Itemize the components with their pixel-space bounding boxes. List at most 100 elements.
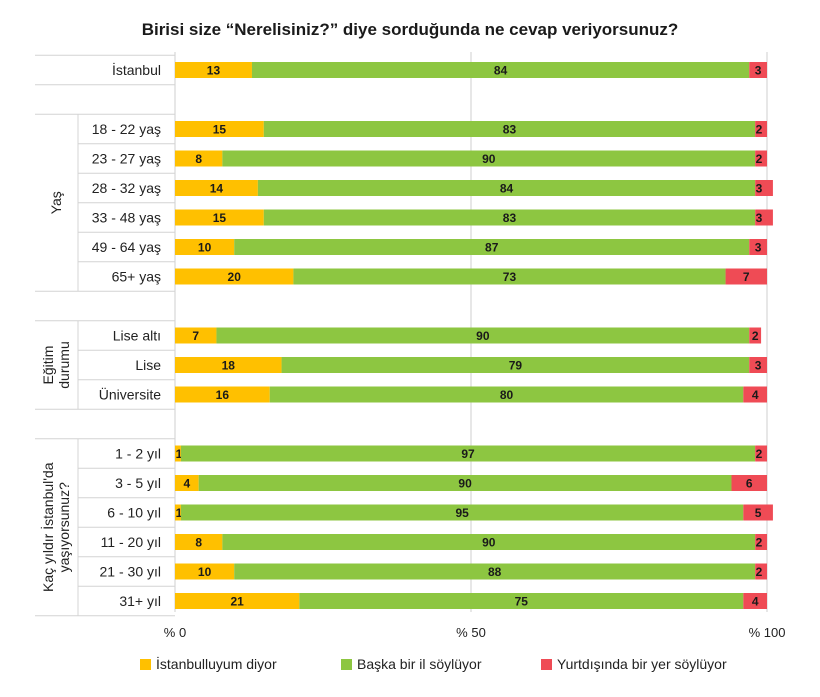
data-label: 97 — [461, 447, 475, 461]
row-label: 23 - 27 yaş — [92, 151, 161, 167]
data-label: 20 — [228, 270, 242, 284]
bar-segment-abroad — [755, 209, 773, 226]
row-label: 1 - 2 yıl — [115, 446, 161, 462]
row-label: Lise altı — [113, 328, 161, 344]
bar-segment-other-city — [281, 357, 750, 373]
data-label: 2 — [756, 152, 763, 166]
bar-segment-other-city — [198, 475, 732, 491]
data-label: 3 — [755, 359, 762, 373]
data-label: 95 — [455, 506, 469, 520]
bar-segment-abroad — [755, 445, 767, 462]
bar-segment-abroad — [755, 121, 767, 137]
bar-segment-abroad — [755, 180, 773, 196]
bar-segment-istanbul — [175, 150, 223, 167]
row-label: 6 - 10 yıl — [107, 505, 161, 521]
data-label: 87 — [485, 241, 499, 255]
data-label: 4 — [183, 477, 190, 491]
bar-segment-other-city — [299, 593, 744, 609]
data-label: 2 — [752, 329, 759, 343]
data-label: 84 — [494, 64, 508, 78]
data-label: 7 — [192, 329, 199, 343]
bar-segment-abroad — [743, 386, 767, 403]
data-label: 90 — [476, 329, 490, 343]
bar-segment-istanbul — [175, 62, 252, 78]
bar-segment-istanbul — [175, 386, 270, 403]
x-tick-label: % 50 — [456, 625, 486, 640]
legend-label: Yurtdışında bir yer söylüyor — [557, 656, 727, 672]
chart-title: Birisi size “Nerelisiniz?” diye sorduğun… — [141, 20, 679, 39]
bar-segment-other-city — [234, 563, 756, 580]
data-label: 73 — [503, 270, 517, 284]
bar-segment-other-city — [180, 504, 744, 521]
data-label: 2 — [756, 565, 763, 579]
bar-segment-other-city — [257, 180, 756, 196]
row-label: Lise — [135, 357, 161, 373]
bar-segment-istanbul — [175, 239, 235, 255]
legend-item-other-city: Başka bir il söylüyor — [341, 656, 482, 672]
legend-item-istanbul: İstanbulluyum diyor — [140, 656, 277, 672]
group-label-line: Kaç yıldır İstanbul'da — [39, 462, 56, 592]
data-label: 8 — [195, 152, 202, 166]
data-label: 83 — [503, 211, 517, 225]
bar-segment-other-city — [269, 386, 744, 403]
bar-segment-other-city — [251, 62, 750, 78]
bar-segment-istanbul — [175, 121, 264, 137]
data-label: 15 — [213, 211, 227, 225]
bar-segment-other-city — [263, 209, 756, 226]
bar-segment-abroad — [725, 268, 767, 285]
data-label: 3 — [755, 241, 762, 255]
bar-segment-abroad — [743, 593, 767, 609]
bar-segment-istanbul — [175, 268, 294, 285]
data-label: 2 — [756, 123, 763, 137]
bar-segment-abroad — [749, 327, 762, 344]
data-label: 8 — [195, 536, 202, 550]
bar-segment-istanbul — [175, 357, 282, 373]
row-label: 33 - 48 yaş — [92, 210, 161, 226]
group-label: Kaç yıldır İstanbul'dayaşıyorsunuz? — [39, 462, 72, 592]
row-label: 18 - 22 yaş — [92, 121, 161, 137]
data-label: 21 — [230, 595, 244, 609]
bar-segment-istanbul — [175, 445, 181, 462]
bar-segment-other-city — [293, 268, 726, 285]
data-label: 18 — [222, 359, 236, 373]
row-label: 65+ yaş — [112, 269, 161, 285]
bar-segment-abroad — [749, 239, 767, 255]
group-label-line: durumu — [56, 341, 72, 388]
data-label: 79 — [509, 359, 523, 373]
legend-label: İstanbulluyum diyor — [156, 656, 277, 672]
data-label: 1 — [176, 447, 183, 461]
row-label: 3 - 5 yıl — [115, 475, 161, 491]
legend-swatch-red — [541, 658, 552, 670]
data-label: 90 — [482, 152, 496, 166]
bar-segment-other-city — [263, 121, 756, 137]
bar-segment-istanbul — [175, 534, 223, 550]
row-label: 49 - 64 yaş — [92, 239, 161, 255]
bar-segment-other-city — [216, 327, 750, 344]
bar-segment-istanbul — [175, 327, 217, 344]
data-label: 10 — [198, 565, 212, 579]
data-label: 16 — [216, 388, 230, 402]
data-label: 4 — [752, 388, 759, 402]
bar-segment-istanbul — [175, 180, 258, 196]
legend-swatch-green — [341, 658, 352, 670]
bar-segment-istanbul — [175, 504, 181, 521]
data-label: 6 — [746, 477, 753, 491]
data-label: 3 — [756, 182, 763, 196]
data-label: 88 — [488, 565, 502, 579]
data-label: 5 — [755, 506, 762, 520]
bar-segment-other-city — [234, 239, 750, 255]
data-label: 2 — [756, 447, 763, 461]
bar-segment-istanbul — [175, 593, 300, 609]
row-label: 28 - 32 yaş — [92, 180, 161, 196]
legend-swatch-yellow — [140, 658, 151, 670]
legend-item-abroad: Yurtdışında bir yer söylüyor — [541, 656, 727, 672]
data-label: 80 — [500, 388, 514, 402]
group-label: Yaş — [48, 191, 64, 214]
data-label: 4 — [752, 595, 759, 609]
data-label: 15 — [213, 123, 227, 137]
legend: İstanbulluyum diyor Başka bir il söylüyo… — [0, 656, 820, 676]
group-label: Eğitimdurumu — [40, 341, 72, 388]
bar-segment-abroad — [755, 563, 767, 580]
data-label: 83 — [503, 123, 517, 137]
row-label: 21 - 30 yıl — [100, 564, 161, 580]
